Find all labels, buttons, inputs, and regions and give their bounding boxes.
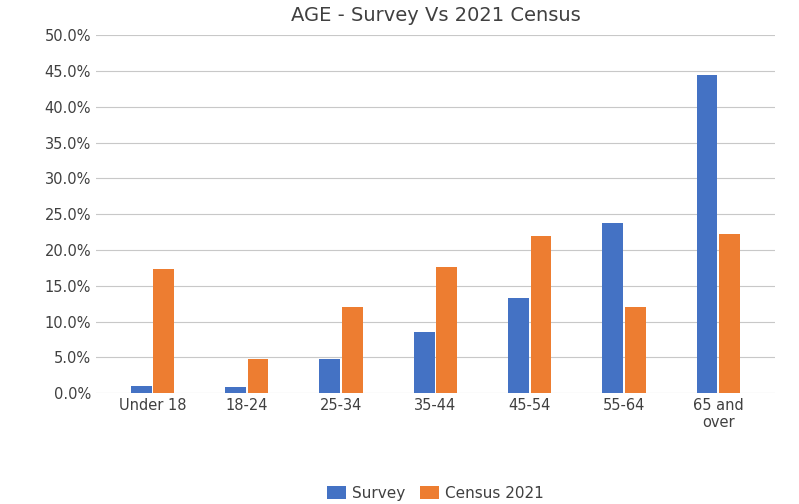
Bar [320,359,340,393]
Legend: Survey, Census 2021: Survey, Census 2021 [321,479,550,504]
Bar [602,223,623,393]
Bar [625,307,646,393]
Bar [248,359,268,393]
Bar [153,269,174,393]
Bar [508,298,529,393]
Bar [131,386,152,393]
Bar [225,388,246,393]
Bar [342,307,363,393]
Bar [697,75,718,393]
Bar [414,332,435,393]
Bar [719,234,740,393]
Bar [436,267,457,393]
Bar [531,236,551,393]
Title: AGE - Survey Vs 2021 Census: AGE - Survey Vs 2021 Census [291,7,580,25]
